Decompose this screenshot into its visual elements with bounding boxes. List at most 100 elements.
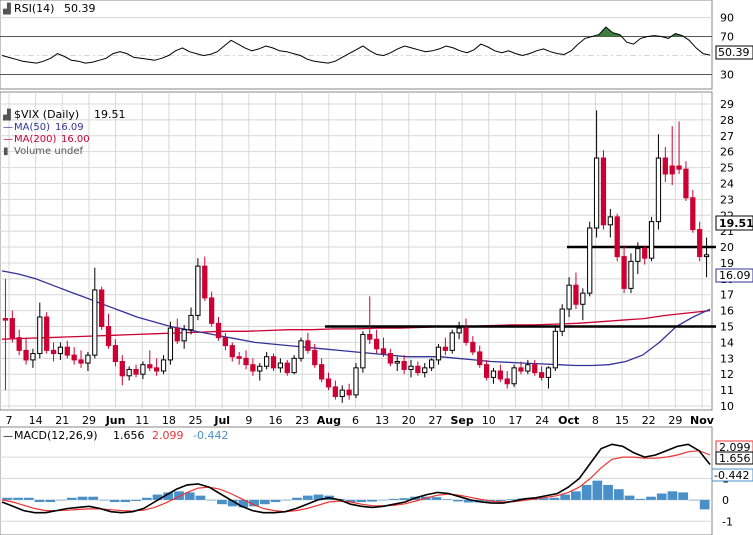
- candle: [229, 342, 235, 362]
- candle: [277, 358, 284, 373]
- candle-body: [525, 364, 531, 372]
- candle-body: [614, 216, 620, 258]
- price-tick-label: 25: [720, 162, 734, 175]
- candle-body: [270, 356, 277, 369]
- candle-body: [394, 360, 400, 364]
- macd-hist-bar: [184, 492, 195, 500]
- candle-body: [518, 367, 524, 372]
- candle-body: [202, 265, 208, 299]
- price-legend-symbol: $VIX (Daily): [14, 108, 79, 121]
- candle: [428, 358, 435, 372]
- macd-hist-bar: [388, 498, 399, 500]
- volume-swatch: ▮: [3, 146, 9, 157]
- candle: [188, 307, 194, 335]
- candle: [85, 351, 91, 372]
- macd-hist-bar: [217, 499, 227, 505]
- price-panel: 29 28 27 26 25 24 23 22 21 20 19 18 17 16 15 14 13 12 11 10…: [0, 91, 753, 427]
- macd-hist-bar: [23, 497, 34, 500]
- candle-body: [628, 260, 634, 289]
- candle: [449, 329, 455, 354]
- candle-body: [559, 308, 565, 332]
- x-tick-label: 29: [668, 414, 682, 427]
- svg-text:-0.442: -0.442: [714, 469, 749, 482]
- candle: [50, 342, 57, 362]
- x-axis-labels: 7 14 21 29 Jun 11 18 25 Jul 9 16 23 Aug 6 13 20 27 Sep 10 1…: [6, 414, 715, 427]
- macd-hist-bar: [399, 498, 410, 500]
- candle-body: [703, 254, 710, 258]
- candle-body: [154, 367, 160, 372]
- candle-body: [284, 362, 290, 374]
- candle-body: [147, 364, 153, 369]
- candle: [566, 277, 572, 317]
- candle: [167, 321, 174, 365]
- price-tick-label: 15: [720, 321, 734, 334]
- candle: [538, 366, 545, 381]
- x-tick-label: 24: [535, 414, 549, 427]
- candle-body: [57, 346, 64, 355]
- macd-hist-bar: [34, 499, 45, 503]
- macd-legend-swatch: —: [3, 431, 13, 442]
- candle: [401, 355, 407, 375]
- candle-body: [250, 364, 256, 372]
- macd-panel: 210-1 — MACD(12,26,9) 1.656 2.099 -0.442…: [0, 426, 753, 535]
- candle-body: [635, 248, 641, 262]
- candle: [697, 221, 703, 262]
- candle-body: [669, 165, 675, 175]
- candle-body: [215, 322, 222, 339]
- candle-body: [16, 337, 22, 351]
- candle: [703, 237, 710, 278]
- candle-body: [477, 351, 483, 366]
- candle-body: [449, 332, 455, 351]
- candle: [518, 361, 524, 375]
- macd-hist-bar: [249, 499, 259, 507]
- candle: [209, 291, 215, 327]
- candle: [360, 331, 366, 373]
- candle: [415, 361, 421, 376]
- candle-body: [264, 356, 270, 367]
- candle: [119, 355, 125, 386]
- candle-body: [44, 316, 50, 351]
- candle: [44, 312, 50, 354]
- x-tick-label: Nov: [690, 414, 715, 427]
- candle: [133, 364, 139, 378]
- svg-text:16.09: 16.09: [719, 269, 751, 282]
- candle: [573, 272, 579, 310]
- volume-label: Volume undef: [14, 146, 84, 157]
- x-tick-label: 14: [29, 414, 43, 427]
- macd-hist-bar: [356, 499, 367, 503]
- svg-text:2.099: 2.099: [719, 441, 751, 454]
- macd-hist-bar: [131, 499, 141, 501]
- price-axis: 2928272625242322212019181716151413121110: [720, 98, 734, 413]
- ma50-swatch: —: [3, 122, 13, 133]
- candle: [71, 347, 77, 365]
- price-tick-label: 19: [720, 257, 734, 270]
- candle-body: [587, 227, 593, 294]
- candle-body: [181, 329, 187, 342]
- macd-hist-bar: [141, 497, 152, 500]
- macd-hist-bar: [571, 491, 581, 500]
- candle-body: [236, 356, 242, 359]
- candle: [435, 344, 442, 365]
- x-tick-label: Jul: [213, 414, 230, 427]
- x-tick-label: 16: [269, 414, 283, 427]
- candle-body: [325, 378, 332, 388]
- ma200-path: [1, 309, 711, 340]
- candle: [504, 371, 510, 389]
- rsi-value: 50.39: [64, 2, 96, 15]
- x-tick-label: 25: [189, 414, 203, 427]
- candle-body: [511, 367, 517, 385]
- macd-hist-bar: [174, 491, 184, 500]
- candle-body: [9, 318, 15, 339]
- macd-hist-bar: [549, 497, 560, 500]
- candle: [147, 350, 153, 372]
- macd-hist-bar: [227, 499, 238, 507]
- candle: [222, 332, 229, 351]
- candle: [552, 324, 558, 372]
- candle: [64, 340, 70, 359]
- candle: [600, 150, 607, 230]
- candle-body: [99, 289, 105, 328]
- candle-body: [367, 333, 373, 340]
- candle: [264, 351, 270, 370]
- price-tick-label: 23: [720, 193, 734, 206]
